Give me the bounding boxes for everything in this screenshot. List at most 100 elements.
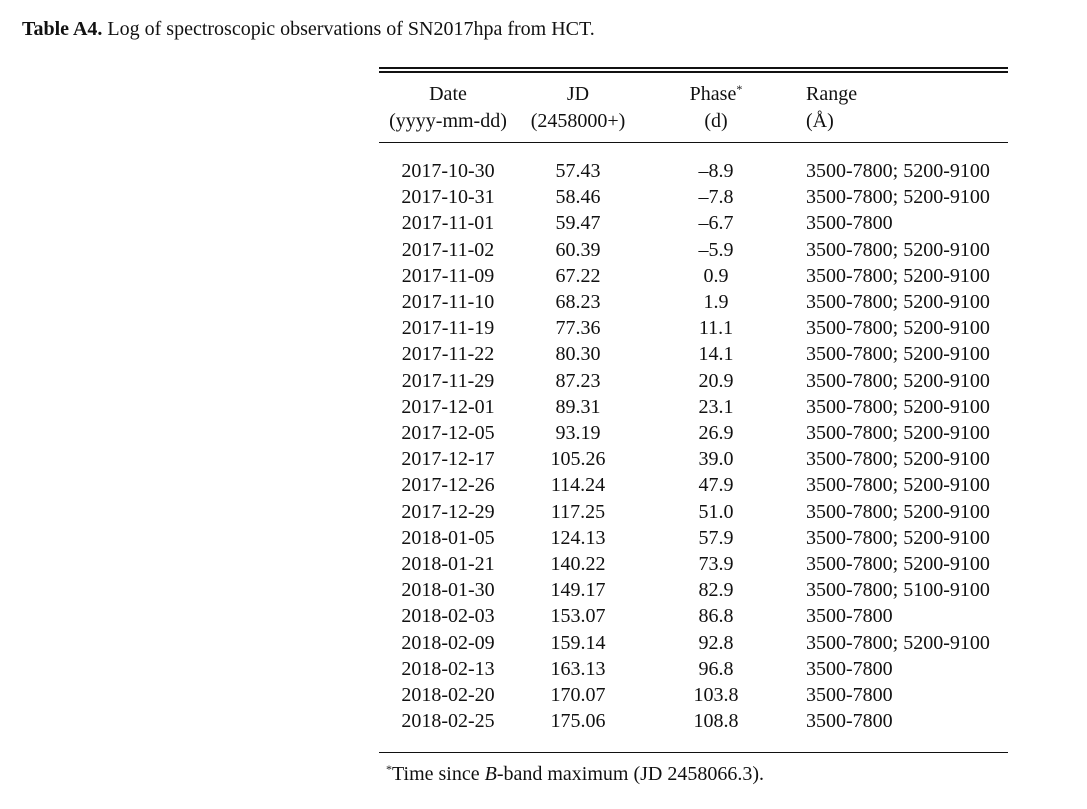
cell-range: 3500-7800; 5100-9100: [806, 579, 990, 602]
cell-date: 2017-12-01: [401, 395, 495, 418]
cell-phase: 86.8: [698, 605, 734, 628]
cell-jd: 59.47: [555, 212, 601, 235]
cell-jd: 105.26: [550, 448, 606, 471]
cell-date: 2018-01-30: [401, 579, 495, 602]
cell-range: 3500-7800; 5200-9100: [806, 264, 990, 287]
cell-phase: 92.8: [698, 631, 734, 654]
cell-date: 2017-11-10: [401, 291, 495, 313]
cell-phase: 47.9: [698, 474, 734, 497]
cell-phase: –5.9: [698, 238, 734, 261]
cell-date: 2017-11-19: [401, 317, 495, 340]
cell-jd: 77.36: [555, 317, 601, 340]
header-phase-unit: (d): [704, 110, 728, 132]
cell-jd: 140.22: [550, 553, 606, 575]
cell-jd: 114.24: [550, 474, 606, 497]
header-jd: JD: [566, 83, 590, 105]
cell-phase: 11.1: [698, 317, 734, 340]
cell-jd: 117.25: [550, 500, 606, 523]
cell-date: 2017-10-31: [401, 186, 495, 209]
cell-date: 2017-12-29: [401, 500, 495, 523]
cell-date: 2017-11-29: [401, 369, 495, 392]
header-phase: Phase*: [690, 81, 743, 107]
cell-jd: 170.07: [550, 684, 606, 706]
cell-range: 3500-7800; 5200-9100: [806, 238, 990, 261]
cell-jd: 163.13: [550, 657, 606, 680]
cell-date: 2017-10-30: [401, 160, 495, 182]
cell-date: 2017-11-22: [401, 343, 495, 366]
cell-date: 2017-11-01: [401, 212, 495, 235]
cell-jd: 58.46: [555, 186, 601, 209]
cell-jd: 80.30: [555, 343, 601, 366]
header-date-unit: (yyyy-mm-dd): [389, 110, 507, 132]
cell-phase: 14.1: [698, 343, 734, 366]
cell-range: 3500-7800: [806, 212, 893, 235]
cell-phase: 26.9: [698, 422, 734, 444]
cell-phase: 39.0: [698, 448, 734, 471]
cell-range: 3500-7800; 5200-9100: [806, 422, 990, 444]
cell-date: 2018-02-25: [401, 710, 495, 733]
cell-phase: 73.9: [698, 553, 734, 575]
cell-date: 2018-01-05: [401, 526, 495, 549]
cell-jd: 57.43: [555, 160, 601, 182]
table-caption-text: Log of spectroscopic observations of SN2…: [107, 18, 595, 40]
cell-phase: 96.8: [698, 657, 734, 680]
cell-date: 2017-12-05: [401, 422, 495, 444]
cell-range: 3500-7800; 5200-9100: [806, 291, 990, 313]
cell-jd: 67.22: [555, 264, 601, 287]
cell-phase: –6.7: [698, 212, 734, 235]
cell-date: 2018-01-21: [401, 553, 495, 575]
cell-range: 3500-7800; 5200-9100: [806, 448, 990, 471]
cell-jd: 124.13: [550, 526, 606, 549]
cell-jd: 87.23: [555, 369, 601, 392]
footnote-text-after: -band maximum (JD 2458066.3).: [496, 763, 765, 785]
cell-jd: 153.07: [550, 605, 606, 628]
cell-jd: 159.14: [550, 631, 606, 654]
cell-jd: 149.17: [550, 579, 606, 602]
cell-jd: 89.31: [555, 395, 601, 418]
header-phase-footnote-mark: *: [736, 82, 743, 96]
cell-phase: 82.9: [698, 579, 734, 602]
cell-phase: –7.8: [698, 186, 734, 209]
header-range: Range: [806, 83, 858, 105]
header-phase-label: Phase: [689, 83, 737, 105]
cell-range: 3500-7800; 5200-9100: [806, 317, 990, 340]
top-rule-inner: [379, 71, 1008, 73]
cell-date: 2017-12-17: [401, 448, 495, 471]
cell-range: 3500-7800: [806, 710, 893, 733]
cell-jd: 175.06: [550, 710, 606, 733]
cell-phase: 1.9: [703, 291, 729, 313]
cell-jd: 68.23: [555, 291, 601, 313]
header-jd-unit: (2458000+): [530, 110, 626, 132]
cell-date: 2017-11-09: [401, 264, 495, 287]
header-rule: [379, 142, 1008, 144]
cell-range: 3500-7800: [806, 605, 893, 628]
cell-range: 3500-7800; 5200-9100: [806, 631, 990, 654]
footnote-band: B: [484, 763, 497, 785]
cell-range: 3500-7800: [806, 657, 893, 680]
bottom-rule: [379, 752, 1008, 754]
top-rule-outer: [379, 67, 1008, 69]
cell-phase: 51.0: [698, 500, 734, 523]
cell-phase: 57.9: [698, 526, 734, 549]
cell-phase: 20.9: [698, 369, 734, 392]
footnote-mark: *: [386, 762, 392, 776]
cell-phase: 23.1: [698, 395, 734, 418]
cell-phase: 108.8: [693, 710, 739, 733]
cell-date: 2018-02-03: [401, 605, 495, 628]
cell-range: 3500-7800; 5200-9100: [806, 369, 990, 392]
cell-range: 3500-7800; 5200-9100: [806, 186, 990, 209]
cell-phase: –8.9: [698, 160, 734, 182]
cell-range: 3500-7800; 5200-9100: [806, 500, 990, 523]
cell-range: 3500-7800; 5200-9100: [806, 526, 990, 549]
cell-range: 3500-7800; 5200-9100: [806, 474, 990, 497]
table-footnote: *Time since B-band maximum (JD 2458066.3…: [386, 761, 764, 787]
cell-range: 3500-7800; 5200-9100: [806, 343, 990, 366]
cell-range: 3500-7800: [806, 684, 893, 706]
cell-range: 3500-7800; 5200-9100: [806, 553, 990, 575]
cell-range: 3500-7800; 5200-9100: [806, 395, 990, 418]
cell-phase: 103.8: [693, 684, 739, 706]
table-label: Table A4.: [22, 18, 103, 40]
cell-date: 2018-02-13: [401, 657, 495, 680]
header-date: Date: [429, 83, 467, 105]
cell-date: 2018-02-20: [401, 684, 495, 706]
